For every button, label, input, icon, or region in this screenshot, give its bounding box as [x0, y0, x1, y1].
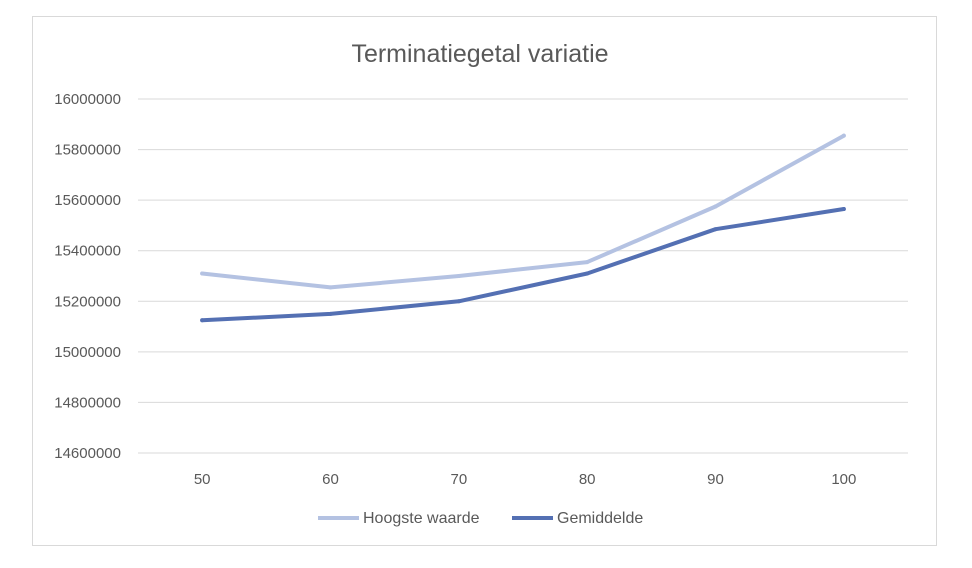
gridlines [138, 98, 908, 454]
y-tick-label: 14600000 [54, 445, 121, 462]
data-point [200, 271, 205, 276]
y-tick-label: 15800000 [54, 142, 121, 159]
chart-title: Terminatiegetal variatie [351, 40, 609, 68]
data-point [328, 285, 333, 290]
data-point [456, 274, 461, 278]
legend-label: Gemiddelde [557, 510, 643, 527]
data-point [200, 318, 205, 323]
x-tick-label: 60 [322, 471, 339, 488]
y-tick-label: 15200000 [54, 293, 121, 310]
y-tick-label: 15000000 [54, 344, 121, 361]
data-point [841, 206, 846, 211]
x-tick-label: 90 [707, 471, 724, 488]
legend-label: Hoogste waarde [363, 510, 480, 527]
data-point [585, 260, 590, 265]
x-tick-label: 70 [450, 471, 467, 488]
chart-frame [32, 16, 937, 546]
y-tick-label: 15400000 [54, 243, 121, 260]
x-axis-tick-labels: 50 60 70 80 90 100 [194, 471, 857, 488]
data-point [713, 204, 718, 209]
y-tick-label: 15600000 [54, 192, 121, 209]
data-point [328, 311, 333, 316]
x-tick-label: 80 [579, 471, 596, 488]
series-line [200, 207, 846, 323]
data-point [456, 299, 461, 304]
data-point [713, 227, 718, 232]
legend[interactable]: Hoogste waarde Gemiddelde [318, 510, 643, 527]
series-lines [200, 133, 846, 323]
y-tick-label: 16000000 [54, 91, 121, 108]
x-tick-label: 100 [831, 471, 856, 488]
series-line [200, 133, 846, 290]
x-tick-label: 50 [194, 471, 211, 488]
y-tick-label: 14800000 [54, 394, 121, 411]
data-point [585, 271, 590, 276]
y-axis-tick-labels: 14600000 14800000 15000000 15200000 15400000… [54, 91, 121, 462]
legend-item[interactable]: Hoogste waarde [318, 510, 480, 527]
data-point [841, 133, 846, 138]
legend-item[interactable]: Gemiddelde [512, 510, 643, 527]
